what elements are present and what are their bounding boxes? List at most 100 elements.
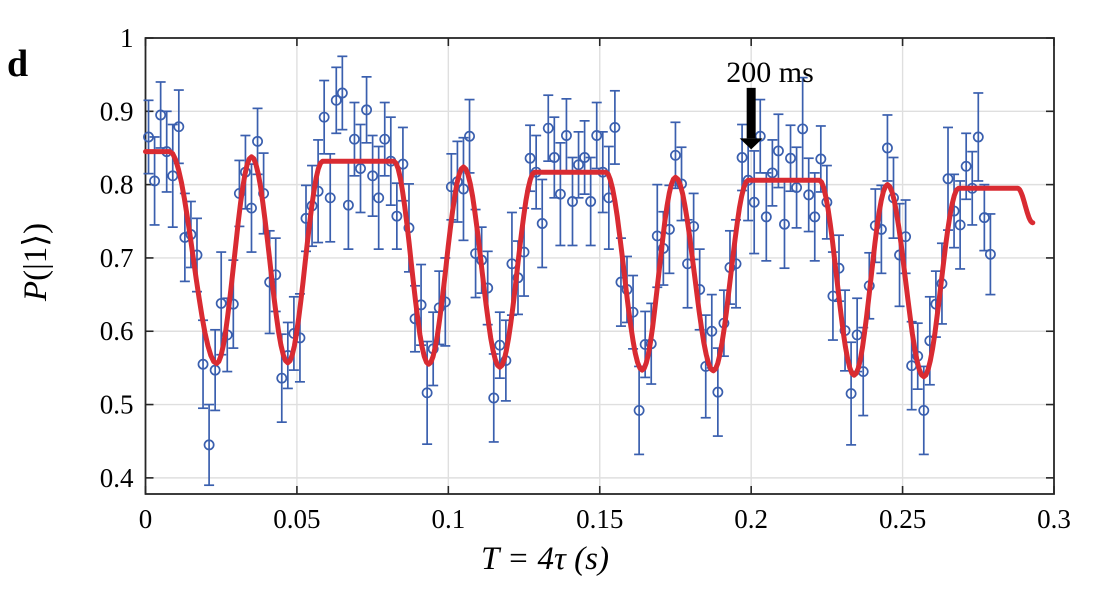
data-point [803, 157, 815, 233]
data-point [766, 139, 778, 207]
tick-layer [144, 37, 1055, 494]
fit-curve [143, 149, 1036, 380]
data-point [367, 134, 379, 217]
data-marker-circle [881, 142, 893, 154]
data-marker-circle [797, 123, 809, 135]
data-marker-circle [748, 196, 760, 208]
data-marker-circle [524, 152, 536, 164]
x-tick-label: 0 [139, 504, 153, 534]
data-marker-circle [367, 170, 379, 182]
data-marker-circle [760, 211, 772, 223]
data-point [536, 178, 548, 269]
data-marker-circle [342, 199, 354, 211]
data-point [779, 179, 790, 270]
data-marker-circle [458, 183, 469, 195]
data-point [609, 89, 621, 165]
data-marker-circle [209, 364, 221, 376]
panel-label: d [7, 43, 28, 85]
y-tick-label: 0.5 [100, 390, 134, 420]
data-point [791, 146, 803, 229]
data-marker-circle [978, 212, 990, 224]
data-marker-circle [712, 386, 724, 398]
data-marker-circle [791, 182, 803, 194]
data-marker-circle [942, 173, 954, 185]
data-point [754, 98, 766, 174]
data-point [984, 213, 996, 296]
data-marker-circle [542, 122, 554, 134]
data-point [797, 76, 809, 182]
data-marker-circle [246, 202, 257, 214]
data-marker-circle [361, 104, 373, 116]
data-marker-circle [355, 163, 366, 174]
data-point [560, 97, 572, 174]
data-point [173, 89, 185, 165]
data-marker-circle [567, 196, 578, 207]
data-marker-circle [373, 192, 385, 204]
x-tick-label: 0.25 [879, 504, 926, 534]
x-tick-label: 0.3 [1037, 504, 1071, 534]
data-point [458, 136, 469, 242]
data-marker-circle [809, 211, 821, 223]
data-point [342, 160, 354, 250]
data-marker-circle [173, 121, 185, 133]
annotation-arrow-head [739, 138, 763, 150]
data-point [573, 130, 585, 199]
y-tick-label: 0.6 [100, 316, 134, 346]
data-marker-circle [391, 210, 403, 222]
data-point [336, 55, 348, 131]
data-marker-circle [670, 149, 681, 161]
x-tick-label: 0.15 [576, 504, 623, 534]
data-marker-circle [488, 392, 500, 404]
data-point [312, 139, 324, 244]
data-marker-circle [421, 387, 433, 399]
data-marker-circle [536, 218, 548, 229]
data-marker-circle [815, 153, 827, 165]
data-marker-circle [736, 152, 748, 163]
data-point [760, 172, 772, 262]
fit-curve-layer [143, 149, 1036, 380]
data-marker-circle [573, 159, 585, 171]
data-point [554, 141, 566, 247]
data-point [330, 66, 342, 135]
data-marker-circle [349, 133, 360, 145]
data-marker-circle [167, 170, 179, 182]
data-point [772, 113, 784, 189]
data-marker-circle [803, 189, 815, 201]
y-tick-label: 0.9 [100, 96, 134, 126]
data-marker-circle [560, 130, 572, 141]
y-tick-label: 1 [120, 23, 134, 53]
y-tick-label: 0.8 [100, 170, 134, 200]
data-point [748, 150, 760, 255]
y-tick-label: 0.4 [100, 463, 134, 493]
data-marker-circle [609, 121, 621, 133]
data-point [809, 172, 821, 262]
data-marker-circle [379, 133, 391, 145]
data-marker-circle [918, 404, 930, 416]
data-marker-circle [276, 372, 288, 384]
data-marker-circle [845, 388, 857, 400]
x-axis-label: T = 4τ (s) [481, 541, 609, 577]
data-marker-circle [554, 188, 566, 200]
data-point [881, 114, 893, 182]
data-point [355, 123, 366, 214]
data-marker-circle [585, 196, 597, 207]
data-marker-circle [330, 94, 342, 106]
y-tick-label: 0.7 [100, 243, 134, 273]
data-marker-circle [954, 219, 966, 231]
data-marker-circle [318, 111, 330, 123]
data-marker-circle [324, 192, 336, 204]
data-marker-circle [548, 152, 560, 163]
data-marker-circle [984, 248, 996, 260]
data-marker-circle [779, 218, 790, 230]
data-point [954, 180, 966, 270]
data-point [167, 123, 179, 228]
data-marker-circle [155, 109, 167, 121]
data-point [918, 365, 930, 456]
data-point [155, 81, 167, 149]
data-point [845, 341, 857, 446]
data-marker-circle [785, 152, 796, 164]
data-marker-circle [494, 339, 506, 351]
data-point [972, 92, 984, 182]
